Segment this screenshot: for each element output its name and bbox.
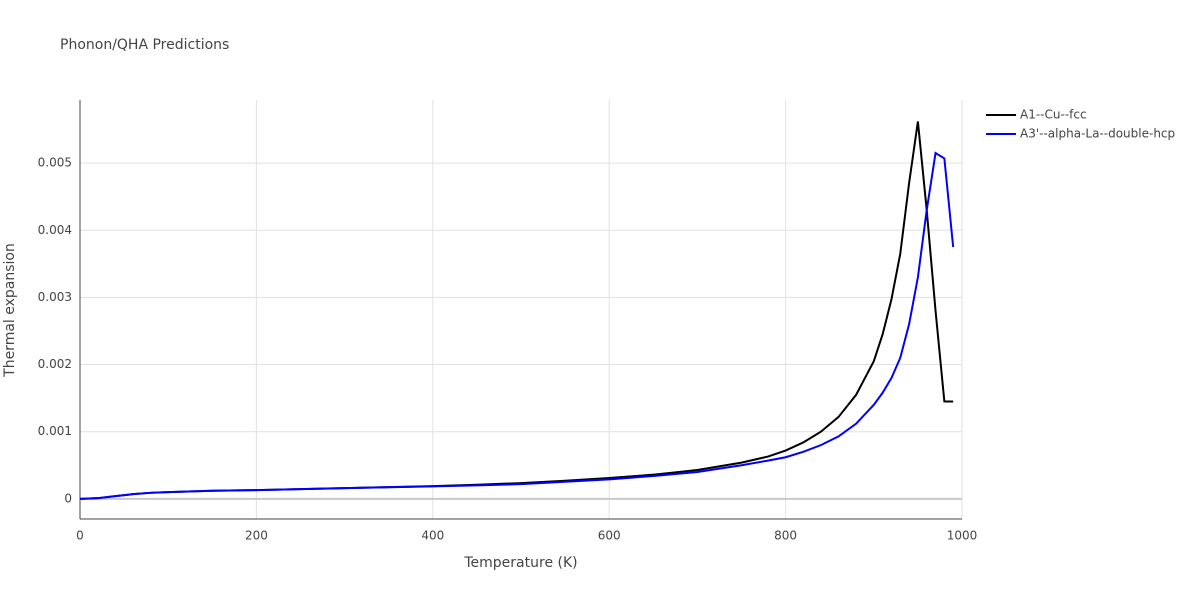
x-tick-label: 0 — [76, 529, 84, 543]
y-tick-label: 0.002 — [38, 357, 72, 371]
series-line — [79, 151, 955, 500]
x-axis-title: Temperature (K) — [463, 555, 577, 571]
x-tick-label: 1000 — [947, 529, 978, 543]
series-line — [79, 121, 954, 500]
y-tick-label: 0.001 — [38, 424, 72, 438]
legend-label: A3'--alpha-La--double-hcp — [1020, 127, 1175, 141]
y-tick-label: 0.004 — [38, 223, 72, 237]
chart-title: Phonon/QHA Predictions — [60, 37, 229, 53]
y-axis-title: Thermal expansion — [2, 243, 18, 378]
x-tick-label: 800 — [774, 529, 797, 543]
y-tick-label: 0 — [64, 491, 72, 505]
x-tick-label: 600 — [598, 529, 621, 543]
y-tick-label: 0.005 — [38, 156, 72, 170]
x-tick-label: 200 — [245, 529, 268, 543]
legend-label: A1--Cu--fcc — [1020, 108, 1087, 122]
x-tick-label: 400 — [421, 529, 444, 543]
y-tick-label: 0.003 — [38, 290, 72, 304]
